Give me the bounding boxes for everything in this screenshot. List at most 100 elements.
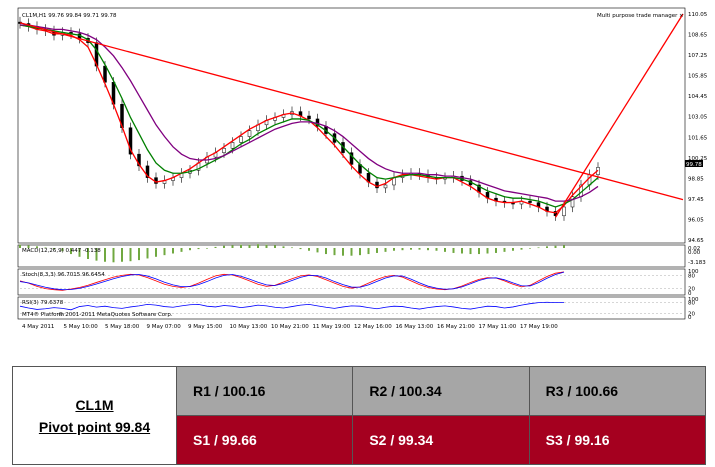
macd-bar	[546, 246, 548, 248]
macd-bar	[223, 245, 225, 248]
macd-bar	[78, 248, 81, 257]
s2-cell: S2 / 99.34	[352, 415, 530, 465]
macd-bar	[418, 248, 421, 250]
macd-bar	[503, 248, 506, 252]
macd-bar	[376, 248, 378, 253]
stoch-line	[19, 271, 565, 291]
macd-bar	[469, 248, 472, 255]
macd-tick-label: 0.00	[688, 250, 701, 256]
macd-bar	[53, 248, 55, 250]
close-icon[interactable]: ×	[679, 13, 684, 19]
stoch-panel	[17, 268, 686, 296]
stoch-tick-label: 0	[688, 291, 692, 297]
y-tick-label: 104.45	[688, 94, 708, 100]
candle-body	[570, 196, 575, 208]
chart-title: CL1M,H1 99.76 99.84 99.71 99.78	[22, 13, 117, 19]
symbol-label: CL1M	[75, 396, 114, 413]
r3-cell: R3 / 100.66	[528, 366, 707, 416]
macd-bar	[291, 247, 293, 249]
macd-bar	[274, 245, 276, 248]
candle-body	[145, 165, 150, 178]
y-tick-label: 96.05	[688, 217, 704, 223]
macd-bar	[265, 244, 268, 248]
macd-bar	[27, 245, 30, 248]
y-tick-label: 110.05	[688, 12, 708, 18]
macd-bar	[495, 248, 497, 253]
macd-bar	[87, 248, 89, 259]
pivot-table: CL1M Pivot point 99.84 R1 / 100.16 R2 / …	[12, 366, 707, 465]
current-price-badge	[685, 160, 703, 167]
copyright-label: © 2001-2011 MetaQuotes Software Corp.	[58, 311, 173, 318]
macd-bar	[104, 248, 106, 262]
macd-bar	[146, 248, 149, 259]
symbol-cell: CL1M Pivot point 99.84	[12, 366, 177, 465]
moving-average-line	[20, 24, 599, 202]
x-tick-label: 5 May 18:00	[105, 324, 140, 330]
main-panel	[17, 7, 686, 244]
macd-bar	[410, 248, 412, 250]
y-tick-label: 100.25	[688, 156, 708, 162]
macd-bar	[248, 244, 251, 248]
macd-bar	[554, 245, 557, 248]
candle-body	[239, 136, 243, 143]
macd-bar	[180, 248, 183, 252]
macd-bar	[206, 248, 208, 249]
macd-bar	[138, 248, 140, 261]
macd-bar	[129, 248, 132, 262]
candle-body	[230, 142, 235, 149]
macd-bar	[214, 246, 217, 248]
macd-bar	[172, 248, 174, 254]
y-tick-label: 94.65	[688, 238, 704, 244]
macd-bar	[282, 246, 285, 248]
macd-panel	[17, 244, 686, 268]
macd-bar	[478, 248, 480, 255]
price-chart: 110.05 108.65 107.25 105.85 104.45 103.05 101.…	[17, 7, 708, 330]
macd-bar	[393, 248, 395, 251]
rsi-tick-label: 80	[688, 301, 695, 307]
stoch-tick-label: 80	[688, 273, 695, 279]
x-tick-label: 16 May 21:00	[437, 324, 475, 330]
macd-bar	[537, 247, 540, 249]
macd-bar	[333, 248, 336, 256]
macd-bar	[359, 248, 361, 256]
x-tick-label: 17 May 11:00	[479, 324, 517, 330]
macd-bar	[61, 248, 64, 252]
macd-bar	[155, 248, 157, 257]
platform-label: MT4® Platform	[22, 311, 64, 318]
macd-bar	[512, 248, 514, 251]
macd-bar	[520, 248, 523, 250]
candle-body	[137, 153, 141, 167]
y-tick-label: 108.65	[688, 33, 708, 39]
macd-bar	[444, 248, 446, 252]
macd-bar	[427, 248, 429, 251]
candle-body	[222, 148, 226, 153]
macd-bar	[44, 247, 47, 249]
macd-bar	[189, 248, 191, 251]
macd-bar	[563, 245, 565, 248]
s3-cell: S3 / 99.16	[528, 415, 707, 465]
macd-bar	[486, 248, 489, 254]
macd-bar	[257, 244, 259, 248]
stoch-tick-label: 100	[688, 269, 699, 275]
macd-bar	[112, 248, 115, 263]
macd-bar	[367, 248, 370, 255]
x-tick-label: 9 May 07:00	[147, 324, 182, 330]
macd-bar	[95, 248, 98, 261]
moving-average-line	[19, 24, 599, 208]
macd-bar	[121, 248, 123, 262]
x-tick-label: 5 May 10:00	[64, 324, 99, 330]
candle-body	[307, 115, 311, 120]
macd-tick-label: -3.183	[688, 260, 706, 266]
candle-body	[128, 127, 133, 155]
rsi-tick-label: 20	[688, 311, 695, 317]
macd-bar	[461, 248, 463, 254]
rsi-line	[19, 301, 564, 311]
trendline	[554, 13, 684, 218]
macd-bar	[529, 248, 531, 249]
x-tick-label: 4 May 2011	[22, 324, 54, 330]
macd-bar	[163, 248, 166, 256]
y-tick-label: 105.85	[688, 74, 708, 80]
x-tick-label: 10 May 13:00	[230, 324, 268, 330]
macd-bar	[435, 248, 438, 251]
r2-cell: R2 / 100.34	[352, 366, 530, 416]
